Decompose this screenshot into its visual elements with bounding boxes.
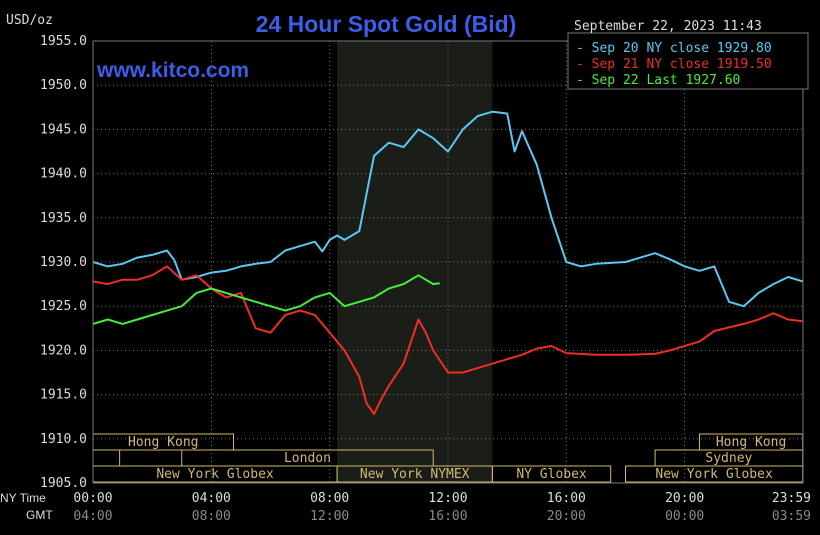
ny-time-axis-label: NY Time — [0, 491, 46, 505]
series-line-sep20 — [92, 110, 803, 308]
session-label: Hong Kong — [716, 435, 786, 450]
session-label: NY Globex — [516, 467, 587, 482]
x-tick-gmt: 16:00 — [428, 509, 467, 524]
y-tick-label: 1905.0 — [40, 476, 87, 491]
legend-frame — [567, 32, 809, 90]
y-tick-label: 1935.0 — [40, 211, 87, 226]
y-tick-label: 1915.0 — [40, 388, 87, 403]
y-tick-label: 1910.0 — [40, 432, 87, 447]
x-tick-ny: 00:00 — [73, 491, 112, 506]
y-axis-unit: USD/oz — [6, 13, 53, 28]
gmt-axis-label: GMT — [26, 508, 53, 522]
session-bar — [491, 465, 612, 483]
series-line-sep22 — [92, 274, 440, 325]
chart-timestamp: September 22, 2023 11:43 — [574, 19, 762, 34]
x-tick-ny: 04:00 — [192, 491, 231, 506]
price-series — [92, 110, 803, 415]
session-label: New York NYMEX — [360, 467, 470, 482]
x-tick-gmt: 20:00 — [547, 509, 586, 524]
x-tick-gmt: 03:59 — [772, 509, 811, 524]
x-tick-ny: 23:59 — [772, 491, 811, 506]
y-tick-label: 1920.0 — [40, 343, 87, 358]
legend-entry-sep22: - Sep 22 Last 1927.60 — [576, 73, 740, 88]
y-tick-label: 1955.0 — [40, 34, 87, 49]
legend-label-sep20: Sep 20 NY close 1929.80 — [592, 41, 772, 56]
x-tick-gmt: 12:00 — [310, 509, 349, 524]
x-tick-ny: 12:00 — [428, 491, 467, 506]
y-axis-ticks: 1955.0 1950.0 1945.0 1940.0 1935.0 1930.0 1925… — [40, 34, 87, 491]
chart-title: 24 Hour Spot Gold (Bid) — [256, 11, 517, 37]
y-tick-label: 1945.0 — [40, 122, 87, 137]
session-label: Hong Kong — [128, 435, 198, 450]
x-axis-ticks: 00:00 04:00 04:00 08:00 08:00 12:00 12:00 16:00… — [73, 491, 811, 524]
x-tick-ny: 08:00 — [310, 491, 349, 506]
legend-entry-sep21: - Sep 21 NY close 1919.50 — [576, 57, 772, 72]
kitco-watermark: www.kitco.com — [96, 59, 249, 82]
y-tick-label: 1925.0 — [40, 299, 87, 314]
legend-label-sep21: Sep 21 NY close 1919.50 — [592, 57, 772, 72]
session-label: New York Globex — [156, 467, 274, 482]
nymex-hours-shading — [337, 41, 493, 483]
x-tick-gmt: 08:00 — [192, 509, 231, 524]
legend-box: September 22, 2023 11:43 - Sep 20 NY clo… — [567, 19, 809, 90]
session-label: Sydney — [705, 451, 752, 466]
y-tick-label: 1940.0 — [40, 167, 87, 182]
y-tick-label: 1950.0 — [40, 78, 87, 93]
y-tick-label: 1930.0 — [40, 255, 87, 270]
session-label: London — [284, 451, 331, 466]
x-tick-gmt: 00:00 — [665, 509, 704, 524]
x-tick-ny: 20:00 — [665, 491, 704, 506]
legend-label-sep22: Sep 22 Last 1927.60 — [592, 73, 741, 88]
plot-frame — [92, 40, 804, 484]
session-label: New York Globex — [655, 467, 773, 482]
x-tick-ny: 16:00 — [547, 491, 586, 506]
legend-entry-sep20: - Sep 20 NY close 1929.80 — [576, 41, 772, 56]
x-tick-gmt: 04:00 — [73, 509, 112, 524]
